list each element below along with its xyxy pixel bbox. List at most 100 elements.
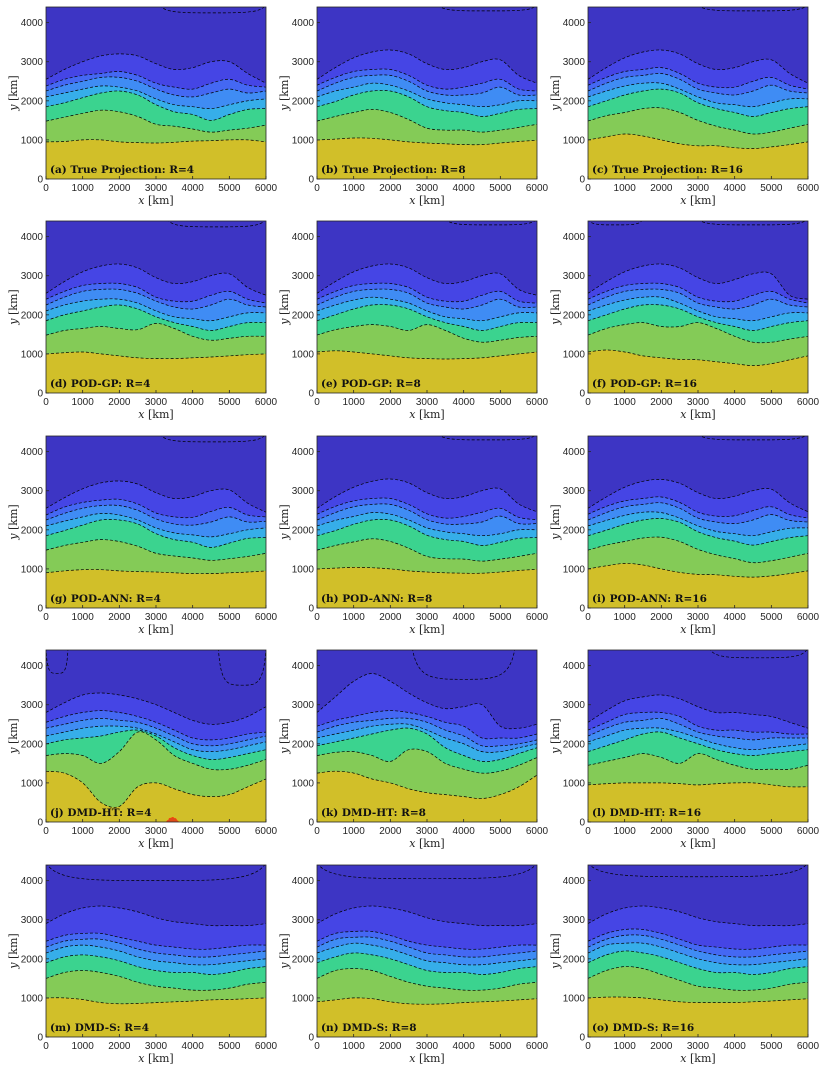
x-tick-label: 1000	[343, 1041, 366, 1052]
contour-line	[588, 717, 808, 741]
contour-fills	[46, 865, 266, 1037]
contour-line	[588, 518, 808, 546]
contour-line	[317, 723, 537, 753]
level-fill-7	[317, 221, 537, 296]
level-fill-7	[46, 7, 266, 84]
x-tick-label: 4000	[182, 612, 205, 623]
y-axis-label: y [km]	[7, 504, 20, 540]
panel-l: 0 1000 2000 3000 4000 5000 6000 0 1000 2000 3000 40…	[549, 649, 820, 850]
top-contour-patch	[700, 221, 806, 226]
y-tick-label: 4000	[21, 876, 44, 887]
panel-title: (a) True Projection: R=4	[50, 164, 194, 176]
x-tick-label: 5000	[760, 612, 783, 623]
y-tick-label: 0	[37, 175, 43, 186]
contour-line	[46, 263, 266, 296]
panel-title: (i) POD-ANN: R=16	[592, 593, 707, 605]
panel-g: 0 1000 2000 3000 4000 5000 6000 0 1000 2000 3000 40…	[7, 435, 278, 636]
x-tick-label: 1000	[614, 826, 637, 837]
contour-fills	[588, 865, 808, 1037]
contour-line	[46, 932, 266, 950]
contour-line	[317, 74, 537, 96]
y-tick-label: 4000	[292, 661, 315, 672]
contour-line	[588, 694, 808, 729]
y-tick-label: 1000	[563, 349, 586, 360]
x-tick-label: 4000	[724, 183, 747, 194]
contour-line	[317, 538, 537, 562]
top-contour-patch	[47, 865, 265, 881]
level-fill-7	[588, 436, 808, 512]
y-tick-label: 1000	[292, 135, 315, 146]
y-tick-label: 1000	[292, 349, 315, 360]
contour-fills	[588, 7, 808, 179]
y-tick-label: 1000	[292, 564, 315, 575]
y-axis-label: y [km]	[549, 75, 562, 111]
contour-line	[317, 748, 537, 774]
y-axis-label: y [km]	[549, 933, 562, 969]
y-tick-label: 3000	[21, 486, 44, 497]
x-tick-label: 5000	[489, 612, 512, 623]
y-tick-label: 0	[37, 604, 43, 615]
x-tick-label: 2000	[108, 612, 131, 623]
y-tick-label: 2000	[292, 954, 315, 965]
x-tick-label: 2000	[379, 612, 402, 623]
level-fill-7	[46, 865, 266, 926]
y-tick-label: 3000	[292, 700, 315, 711]
top-contour-patch	[700, 436, 806, 441]
x-tick-label: 3000	[416, 183, 439, 194]
contour-line	[317, 497, 537, 521]
panel-title: (f) POD-GP: R=16	[592, 378, 697, 390]
contour-line	[588, 133, 808, 149]
contour-line	[588, 905, 808, 927]
contour-line	[588, 49, 808, 84]
y-tick-label: 1000	[21, 778, 44, 789]
y-axis-label: y [km]	[549, 289, 562, 325]
y-tick-label: 0	[579, 389, 585, 400]
contour-line	[46, 85, 266, 110]
x-tick-label: 0	[314, 612, 320, 623]
x-tick-label: 5000	[489, 183, 512, 194]
panel-title: (l) DMD-HT: R=16	[592, 807, 701, 819]
y-axis-label: y [km]	[7, 718, 20, 754]
x-tick-label: 4000	[182, 1041, 205, 1052]
y-tick-label: 3000	[563, 486, 586, 497]
x-tick-label: 1000	[343, 397, 366, 408]
y-tick-label: 1000	[292, 778, 315, 789]
contour-line	[588, 536, 808, 564]
contour-fills	[588, 221, 808, 393]
contour-line	[46, 282, 266, 304]
x-tick-label: 4000	[182, 826, 205, 837]
y-tick-label: 2000	[563, 96, 586, 107]
x-tick-label: 3000	[145, 1041, 168, 1052]
x-tick-label: 2000	[379, 826, 402, 837]
x-tick-label: 5000	[760, 1041, 783, 1052]
x-axis-label: x [km]	[409, 194, 444, 207]
y-tick-label: 0	[308, 1033, 314, 1044]
contour-line	[588, 942, 808, 966]
contour-line	[46, 569, 266, 575]
contour-line	[46, 53, 266, 84]
panel-o: 0 1000 2000 3000 4000 5000 6000 0 1000 2000 3000 40…	[549, 864, 820, 1065]
contour-line	[317, 930, 537, 950]
contour-fills	[317, 7, 537, 179]
y-tick-label: 4000	[563, 447, 586, 458]
y-tick-label: 4000	[21, 447, 44, 458]
contour-line	[46, 323, 266, 341]
x-axis-label: x [km]	[138, 194, 173, 207]
contour-line	[46, 139, 266, 144]
anomaly-contour	[166, 817, 179, 822]
y-axis-label: y [km]	[7, 75, 20, 111]
contour-line	[317, 936, 537, 958]
x-tick-label: 6000	[797, 183, 820, 194]
panel-title: (b) True Projection: R=8	[321, 164, 466, 176]
y-tick-label: 0	[308, 389, 314, 400]
contour-fills	[317, 650, 537, 822]
x-tick-label: 1000	[72, 183, 95, 194]
x-tick-label: 0	[585, 1041, 591, 1052]
x-tick-label: 1000	[72, 612, 95, 623]
y-tick-label: 0	[579, 175, 585, 186]
contour-line	[46, 288, 266, 310]
x-tick-label: 3000	[687, 397, 710, 408]
y-tick-label: 4000	[21, 661, 44, 672]
x-tick-label: 3000	[416, 397, 439, 408]
x-tick-label: 6000	[797, 826, 820, 837]
